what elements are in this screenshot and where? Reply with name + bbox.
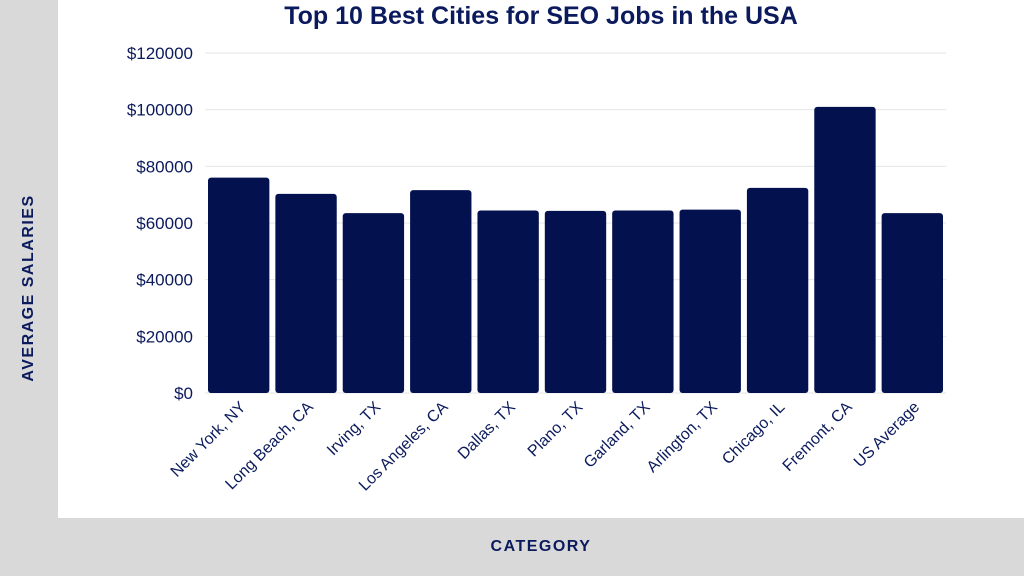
x-tick-label: Arlington, TX (644, 399, 721, 476)
chart-title: Top 10 Best Cities for SEO Jobs in the U… (284, 2, 798, 30)
y-tick-label: $20000 (136, 327, 193, 346)
bar (544, 210, 607, 393)
bottom-panel (58, 518, 1024, 576)
x-tick-label: Garland, TX (581, 399, 654, 472)
x-tick-label: Plano, TX (525, 399, 587, 461)
y-tick-label: $60000 (136, 214, 193, 233)
y-tick-label: $80000 (136, 157, 193, 176)
bar (477, 210, 539, 393)
x-tick-label: Chicago, IL (719, 399, 788, 468)
bar (612, 210, 674, 393)
left-panel (0, 0, 58, 576)
y-tick-label: $100000 (127, 101, 193, 120)
x-tick-label: Dallas, TX (455, 399, 519, 463)
x-tick-label: Irving, TX (324, 399, 384, 459)
y-tick-label: $0 (174, 384, 193, 403)
x-tick-label: US Average (851, 399, 923, 471)
x-tick-label: Fremont, CA (780, 399, 856, 475)
x-axis-label: CATEGORY (490, 538, 592, 555)
bar (814, 106, 876, 393)
y-tick-label: $120000 (127, 44, 193, 63)
y-tick-label: $40000 (136, 271, 193, 290)
bar (342, 213, 405, 393)
bar (275, 193, 337, 393)
bar (746, 187, 809, 393)
bar (679, 209, 741, 393)
bar (410, 190, 472, 393)
bar (208, 177, 270, 393)
bar (881, 213, 943, 393)
